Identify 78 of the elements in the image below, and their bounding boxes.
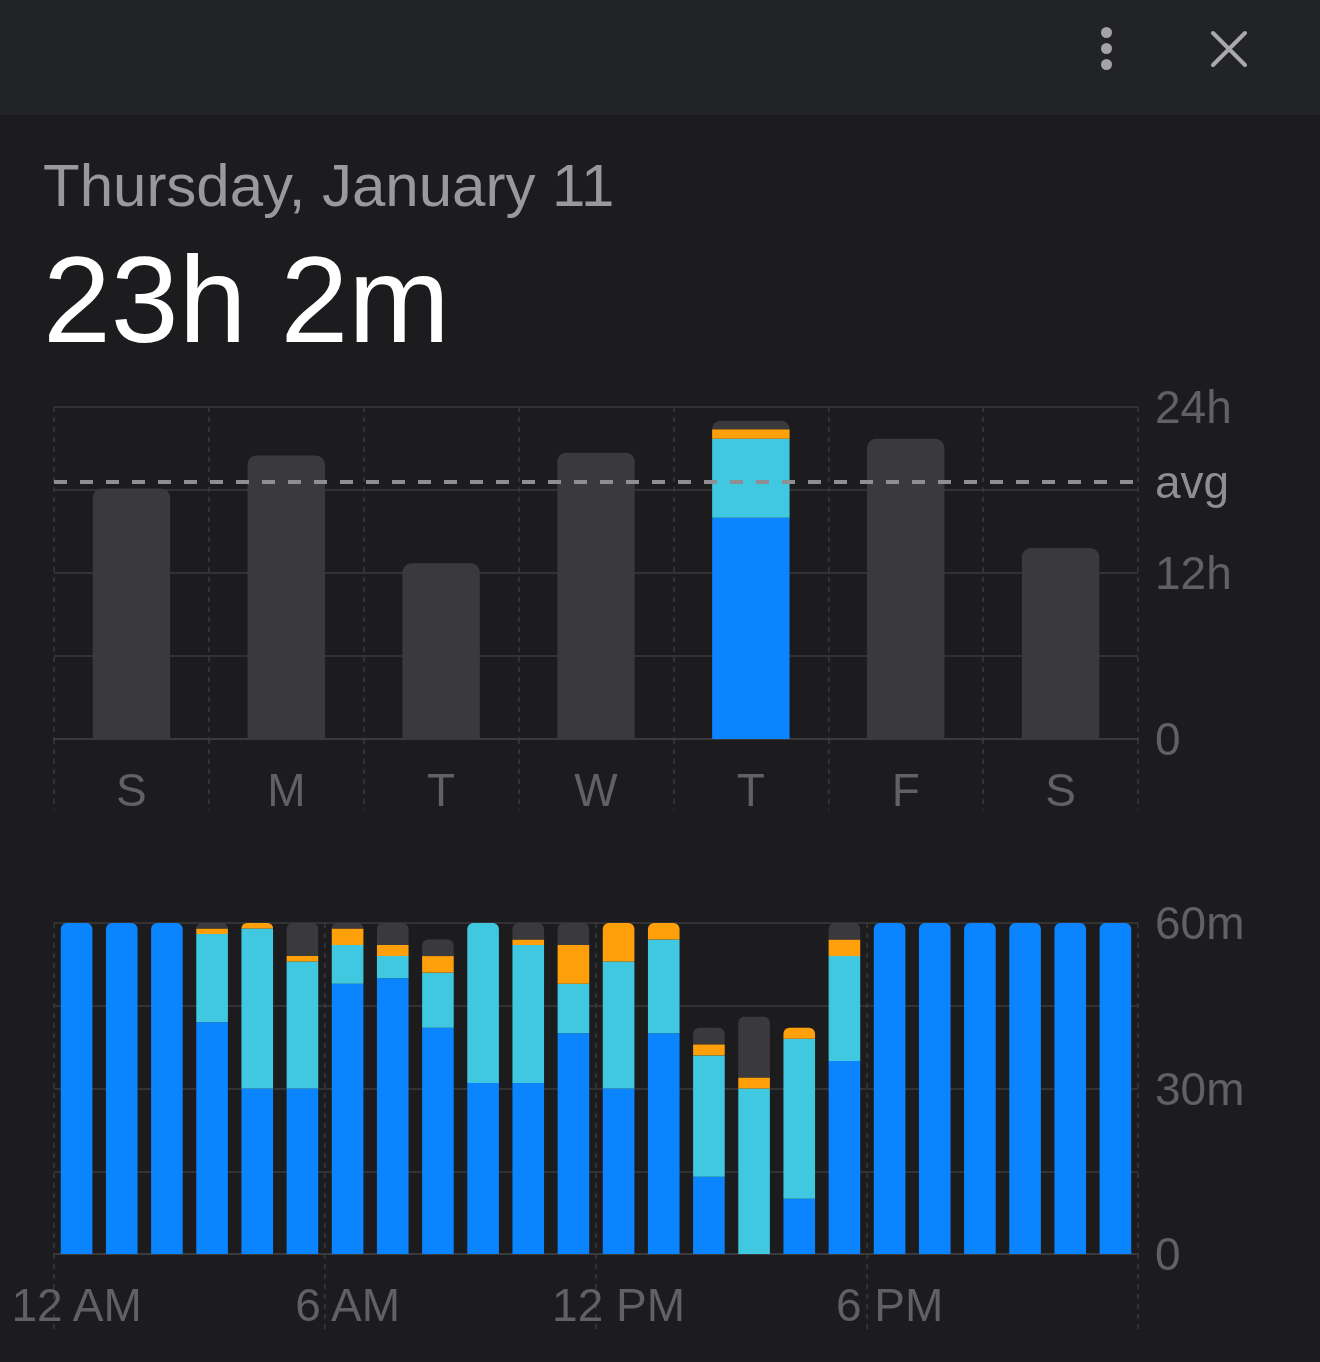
bar: [693, 1055, 725, 1177]
bar: [467, 923, 499, 1083]
y-tick-label: 24h: [1155, 381, 1232, 433]
bar: [105, 923, 138, 1254]
bar: [557, 983, 590, 1034]
y-tick-label: 12h: [1155, 547, 1232, 599]
bar: [60, 923, 93, 1254]
bar: [693, 1027, 725, 1045]
x-tick-label: 12 AM: [11, 1279, 142, 1331]
bar: [712, 517, 790, 739]
bar: [647, 1033, 680, 1254]
bar: [647, 923, 680, 940]
bar: [467, 1082, 499, 1254]
bar: [422, 939, 454, 957]
bar: [693, 1176, 725, 1254]
bar: [738, 1016, 770, 1078]
bar: [873, 923, 906, 1254]
bar: [964, 923, 996, 1254]
x-tick-label: 6 AM: [295, 1279, 400, 1331]
y-tick-label: 0: [1155, 713, 1181, 765]
bar: [241, 928, 274, 1089]
bar: [196, 928, 228, 935]
bar: [557, 945, 590, 984]
bar: [286, 956, 319, 962]
bar: [286, 961, 319, 1089]
x-tick-label: S: [1045, 764, 1076, 816]
bar: [738, 1077, 770, 1089]
x-tick-label: 12 PM: [552, 1279, 686, 1331]
bar: [712, 420, 790, 430]
x-tick-label: F: [891, 764, 920, 816]
bar: [712, 438, 790, 518]
y-tick-label: 30m: [1155, 1062, 1245, 1115]
bar: [151, 923, 183, 1254]
chart-subtitle: 23h 2m: [43, 232, 450, 368]
bar: [557, 1033, 590, 1254]
bar: [422, 956, 454, 973]
bar: [376, 978, 409, 1254]
bar: [331, 945, 364, 984]
bar: [918, 923, 951, 1254]
bar: [376, 956, 409, 979]
x-tick-label: W: [574, 764, 619, 816]
bar: [783, 1198, 816, 1254]
bar: [738, 1088, 770, 1254]
bar: [602, 961, 635, 1089]
bar: [331, 983, 364, 1254]
bar: [241, 1088, 274, 1254]
x-tick-label: M: [267, 764, 306, 816]
bar: [196, 934, 228, 1023]
bar: [602, 1088, 635, 1254]
bar: [783, 1038, 816, 1199]
x-tick-label: 6 PM: [835, 1279, 944, 1331]
bar: [512, 939, 545, 946]
x-tick-label: T: [427, 764, 456, 816]
bar: [828, 956, 861, 1061]
bar: [422, 972, 454, 1028]
chart-title: Thursday, January 11: [43, 151, 615, 219]
bar: [1009, 923, 1041, 1254]
bar: [712, 429, 790, 439]
bar: [286, 1088, 319, 1254]
y-tick-label: 60m: [1155, 897, 1245, 949]
bar: [602, 923, 635, 962]
bar: [1054, 923, 1087, 1254]
bar: [783, 1027, 816, 1039]
bar: [512, 945, 545, 1083]
bar: [693, 1044, 725, 1056]
x-tick-label: T: [736, 764, 765, 816]
ref-line-label: avg: [1155, 455, 1230, 508]
bar: [331, 928, 364, 946]
bar: [828, 1060, 861, 1254]
bar: [828, 939, 861, 957]
bar: [422, 1027, 454, 1254]
x-tick-label: S: [116, 764, 147, 816]
bar: [1099, 923, 1132, 1254]
bar: [647, 939, 680, 1034]
bar: [196, 1022, 228, 1254]
y-tick-label: 0: [1155, 1228, 1181, 1280]
bar: [376, 945, 409, 957]
bar: [512, 1082, 545, 1254]
